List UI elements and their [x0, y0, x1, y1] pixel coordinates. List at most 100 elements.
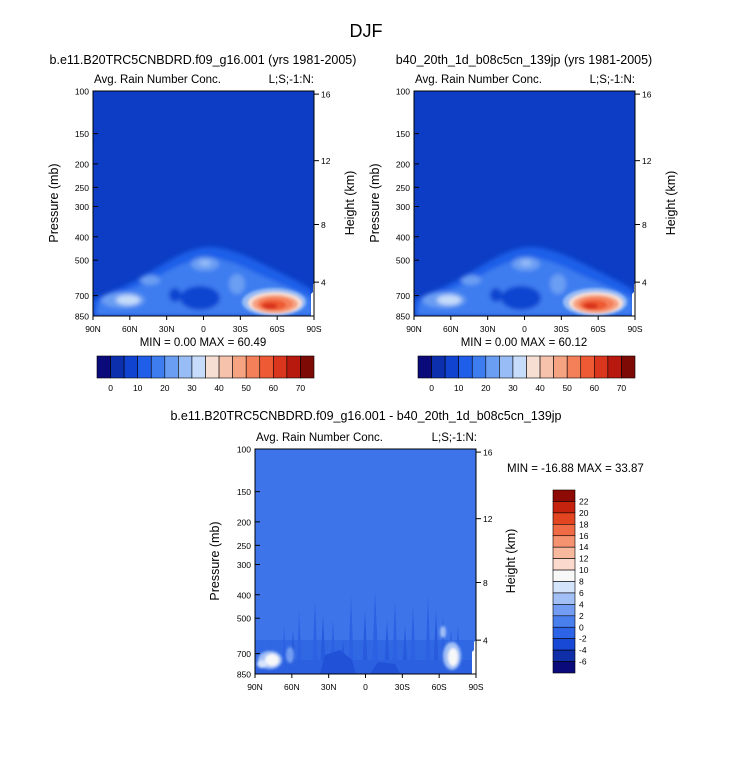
panel-1-region-label: L;S;-1:N:	[269, 74, 314, 86]
panel-3-positive-blobs	[257, 626, 461, 670]
panel-2-colorbar-label: 30	[508, 383, 518, 393]
panel-1-colorbar-swatch	[191, 355, 206, 379]
panel-3-y-tick-label: 500	[237, 614, 251, 624]
panel-2-colorbar-swatch	[431, 355, 446, 379]
panel-2-colorbar-swatch	[512, 355, 527, 379]
panel-3-colorbar-swatch	[552, 535, 576, 548]
panel-3-topography-mask	[472, 640, 476, 674]
panel-3-colorbar-label: -2	[579, 634, 587, 644]
panel-2-variable-label: Avg. Rain Number Conc.	[415, 74, 542, 86]
panel-3-colorbar-swatch	[552, 638, 576, 651]
panel-3-y-tick-label: 400	[237, 590, 251, 600]
panel-3-colorbar-label: -4	[579, 645, 587, 655]
panel-3-colorbar-swatch	[552, 649, 576, 662]
panel-2-y-right-tick-label: 8	[642, 220, 647, 230]
panel-2-y-tick-label: 200	[396, 159, 410, 169]
panel-2-colorbar-swatch	[499, 355, 514, 379]
panel-2-colorbar-label: 60	[590, 383, 600, 393]
panel-1-colorbar-swatch	[137, 355, 152, 379]
panel-2-y-tick-label: 100	[396, 87, 410, 97]
panel-1-colorbar-label: 0	[108, 383, 113, 393]
panel-1-x-tick-label: 0	[201, 324, 206, 334]
panel-3-y-tick-label: 150	[237, 487, 251, 497]
panel-2-x-tick-label: 60S	[591, 324, 606, 334]
panel-3-x-tick-label: 60S	[432, 682, 447, 692]
panel-2-y-tick-label: 300	[396, 202, 410, 212]
panel-1-y-right-tick-label: 16	[321, 90, 331, 100]
panel-1-colorbar-swatch	[273, 355, 288, 379]
panel-1-colorbar-swatch	[245, 355, 261, 379]
panel-2-y-right-tick-label: 16	[642, 90, 652, 100]
panel-2-colorbar-label: 50	[562, 383, 572, 393]
panel-1-y-tick-label: 400	[75, 232, 89, 242]
panel-1-y-right-axis-label: Height (km)	[343, 171, 357, 236]
panel-2-x-tick-label: 90N	[406, 324, 422, 334]
panel-3-colorbar-label: 4	[579, 599, 584, 609]
panel-3-plot-area	[255, 449, 476, 674]
page-title: DJF	[350, 21, 383, 41]
panel-3-y-tick-label: 250	[237, 541, 251, 551]
panel-2-x-axis: 90N 60N 30N 0 30S 60S 90S	[406, 316, 643, 334]
panel-1-x-axis: 90N 60N 30N 0 30S 60S 90S	[85, 316, 322, 334]
panel-1-y-tick-label: 100	[75, 87, 89, 97]
panel-2-y-axis: 100 150 200 250 300 400 500 700 850	[396, 87, 419, 322]
panel-1-colorbar-swatch	[218, 355, 233, 379]
panel-1-colorbar-swatch	[96, 355, 111, 379]
panel-3-y-tick-label: 100	[237, 445, 251, 455]
panel-difference: b.e11.B20TRC5CNBDRD.f09_g16.001 - b40_20…	[170, 409, 643, 692]
panel-1-colorbar-label: 30	[187, 383, 197, 393]
panel-1-y-axis-label: Pressure (mb)	[47, 163, 61, 242]
panel-3-colorbar-label: 22	[579, 496, 589, 506]
panel-2-y-axis-label: Pressure (mb)	[368, 163, 382, 242]
panel-1-colorbar-swatch	[232, 355, 247, 379]
panel-2-colorbar-swatch	[594, 355, 609, 379]
panel-2-colorbar-swatch	[417, 355, 432, 379]
panel-1-colorbar: 0 10 20 30 40 50 60 70	[96, 355, 315, 393]
panel-3-colorbar-swatch	[552, 626, 576, 639]
panel-2-colorbar-swatch	[621, 355, 636, 379]
panel-1-y-right-tick-label: 8	[321, 220, 326, 230]
panel-1-colorbar-swatch	[164, 355, 179, 379]
panel-3-region-label: L;S;-1:N:	[432, 432, 477, 444]
panel-1-topography-mask	[311, 283, 314, 316]
panel-3-x-tick-label: 60N	[284, 682, 300, 692]
panel-1-y-right-tick-label: 4	[321, 278, 326, 288]
panel-2-title: b40_20th_1d_b08c5cn_139jp (yrs 1981-2005…	[396, 53, 652, 67]
panel-1-colorbar-swatch	[150, 355, 166, 379]
panel-1-colorbar-label: 50	[241, 383, 251, 393]
panel-3-colorbar-label: 14	[579, 542, 589, 552]
panel-3-stats: MIN = -16.88 MAX = 33.87	[507, 463, 644, 475]
panel-2-y-right-axis: 16 12 8 4	[635, 90, 652, 288]
panel-2-region-label: L;S;-1:N:	[590, 74, 635, 86]
panel-2-y-tick-label: 700	[396, 291, 410, 301]
panel-2-colorbar-label: 0	[429, 383, 434, 393]
panel-3-x-tick-label: 90N	[247, 682, 263, 692]
panel-1-colorbar-label: 70	[296, 383, 306, 393]
panel-2-colorbar-label: 40	[535, 383, 545, 393]
panel-3-y-right-tick-label: 16	[483, 448, 493, 458]
panel-2-colorbar-label: 70	[617, 383, 627, 393]
panel-1-colorbar-swatch	[123, 355, 138, 379]
panel-2-y-tick-label: 850	[396, 312, 410, 322]
panel-1-variable-label: Avg. Rain Number Conc.	[94, 74, 221, 86]
panel-2-colorbar-swatch	[539, 355, 554, 379]
panel-1-x-tick-label: 30N	[159, 324, 175, 334]
panel-2-colorbar: 0 10 20 30 40 50 60 70	[417, 355, 636, 393]
panel-3-x-tick-label: 90S	[468, 682, 483, 692]
panel-3-colorbar-swatch	[552, 524, 576, 537]
panel-1-colorbar-label: 60	[269, 383, 279, 393]
panel-2-colorbar-swatch	[485, 355, 500, 379]
panel-1-plot-area	[93, 91, 314, 316]
panel-2-colorbar-swatch	[566, 355, 582, 379]
panel-3-y-right-tick-label: 4	[483, 636, 488, 646]
panel-3-colorbar-label: 2	[579, 611, 584, 621]
panel-3-colorbar-swatch	[552, 604, 576, 617]
panel-3-x-tick-label: 30S	[395, 682, 410, 692]
panel-3-y-axis: 100 150 200 250 300 400 500 700 850	[237, 445, 260, 680]
panel-3-colorbar-swatch	[552, 615, 576, 628]
panel-2-y-right-tick-label: 12	[642, 156, 652, 166]
panel-1-y-tick-label: 250	[75, 183, 89, 193]
panel-1-y-tick-label: 200	[75, 159, 89, 169]
